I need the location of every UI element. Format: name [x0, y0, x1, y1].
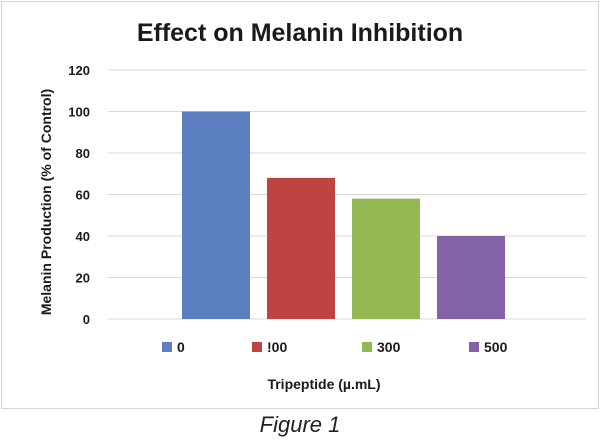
legend-swatch: [162, 342, 172, 352]
y-tick-label: 120: [68, 63, 90, 78]
bar-2: [267, 177, 335, 319]
chart-frame: Effect on Melanin Inhibition 0 20 40 60 80 10…: [1, 1, 599, 409]
melanin-bar-chart: Effect on Melanin Inhibition 0 20 40 60 80 10…: [38, 19, 586, 392]
y-tick-label: 0: [83, 312, 90, 327]
y-tick-label: 80: [76, 146, 90, 161]
legend-label: !00: [267, 339, 287, 355]
legend-swatch: [469, 342, 479, 352]
bars: [182, 111, 505, 319]
y-axis-ticks: 0 20 40 60 80 100 120: [68, 63, 90, 327]
legend-label: 300: [377, 339, 401, 355]
bar-3: [352, 198, 420, 319]
gridlines: [108, 69, 586, 320]
legend-swatch: [252, 342, 262, 352]
x-axis-label: Tripeptide (µ.mL): [267, 376, 380, 392]
bar-1: [182, 111, 250, 319]
y-axis-label: Melanin Production (% of Control): [38, 89, 54, 315]
y-tick-label: 20: [76, 271, 90, 286]
bar-4: [437, 236, 505, 319]
chart-title: Effect on Melanin Inhibition: [137, 19, 463, 47]
legend-label: 0: [177, 339, 185, 355]
y-tick-label: 60: [76, 188, 90, 203]
y-tick-label: 40: [76, 229, 90, 244]
figure-caption: Figure 1: [259, 412, 341, 437]
y-tick-label: 100: [68, 105, 90, 120]
legend: 0 !00 300 500: [162, 339, 508, 355]
legend-swatch: [362, 342, 372, 352]
legend-label: 500: [484, 339, 508, 355]
